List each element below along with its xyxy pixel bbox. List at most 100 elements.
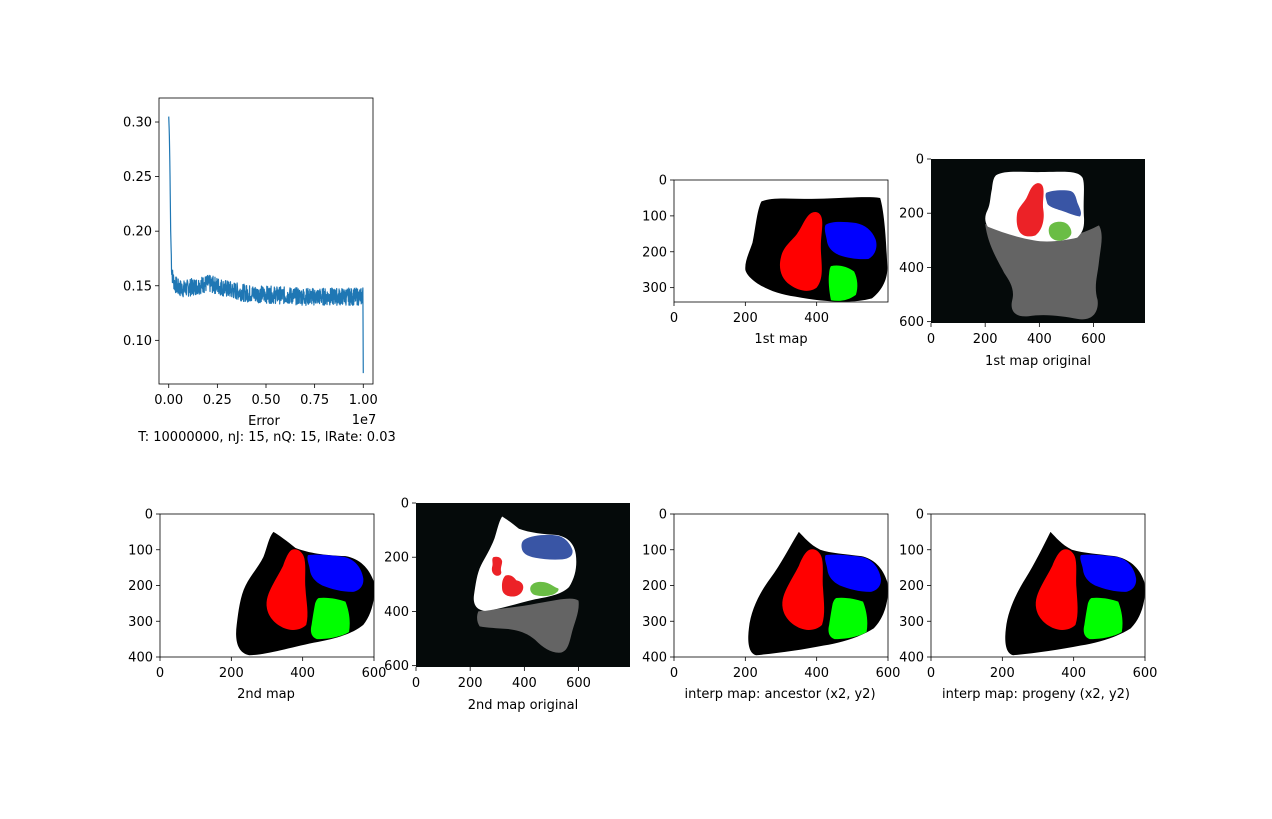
map-interp-ancestor: 0 200 400 600 0 100 200 300 400 interp map: ance… (642, 508, 900, 703)
map-1st-original-green (1048, 221, 1072, 241)
map-interp-ancestor-ytick-label: 300 (642, 615, 667, 630)
map-1st-green (828, 265, 858, 301)
error-xtick-label: 0.50 (252, 393, 281, 408)
map-2nd-xtick-label: 600 (362, 666, 387, 681)
map-interp-ancestor-xtick-label: 0 (670, 666, 678, 681)
map-interp-ancestor-axes: 0 200 400 600 0 100 200 300 400 (642, 508, 900, 682)
error-xtick-label: 0.25 (203, 393, 232, 408)
error-xtick-label: 0.00 (154, 393, 183, 408)
map-2nd-original-xtick-label: 0 (412, 676, 420, 691)
map-interp-progeny-blue (1080, 554, 1137, 592)
error-ytick-label: 0.20 (123, 225, 152, 240)
map-2nd-xtick-label: 0 (156, 666, 164, 681)
map-2nd-original-red-upper (491, 556, 503, 576)
map-2nd-original-ytick-label: 400 (384, 605, 409, 620)
map-interp-progeny-ytick-label: 300 (899, 615, 924, 630)
map-interp-progeny-green (1083, 597, 1123, 640)
map-interp-ancestor-xlabel: interp map: ancestor (x2, y2) (684, 687, 875, 702)
map-2nd-ytick-label: 300 (128, 615, 153, 630)
map-2nd: 0 200 400 600 0 100 200 300 400 2nd map (128, 508, 386, 703)
map-1st-ytick-label: 200 (642, 245, 667, 260)
map-interp-progeny-ytick-label: 200 (899, 579, 924, 594)
map-interp-ancestor-xtick-label: 400 (804, 666, 829, 681)
map-2nd-xtick-label: 200 (219, 666, 244, 681)
map-interp-ancestor-ytick-label: 0 (659, 508, 667, 523)
error-plot-frame (158, 97, 374, 385)
map-2nd-xtick-label: 400 (290, 666, 315, 681)
map-interp-ancestor-blue (825, 554, 881, 592)
map-1st-original-xlabel: 1st map original (985, 354, 1091, 369)
error-xlabel: Error (248, 414, 280, 429)
error-plot-axes: 0.00 0.25 0.50 0.75 1.00 0.10 0.15 0.20 0.25 0.30 (123, 116, 378, 408)
map-1st-original-ytick-label: 200 (899, 207, 924, 222)
error-ytick-label: 0.25 (123, 170, 152, 185)
map-2nd-image (236, 531, 374, 656)
error-xtick-label: 0.75 (300, 393, 329, 408)
map-2nd-original-xlabel: 2nd map original (468, 698, 579, 713)
map-interp-progeny-ytick-label: 0 (916, 508, 924, 523)
map-1st-axes: 0 200 400 0 100 200 300 (642, 174, 829, 327)
map-interp-progeny: 0 200 400 600 0 100 200 300 400 interp map: prog… (899, 508, 1157, 703)
map-interp-progeny-xtick-label: 400 (1061, 666, 1086, 681)
map-2nd-ytick-label: 0 (145, 508, 153, 523)
map-2nd-original-xtick-label: 200 (458, 676, 483, 691)
map-2nd-green (310, 597, 350, 640)
map-1st-xtick-label: 200 (733, 311, 758, 326)
map-1st-ytick-label: 0 (659, 174, 667, 189)
map-interp-progeny-xlabel: interp map: progeny (x2, y2) (942, 687, 1130, 702)
map-2nd-original-image (416, 503, 630, 667)
map-1st-ytick-label: 100 (642, 209, 667, 224)
map-1st-original-xtick-label: 200 (973, 332, 998, 347)
map-interp-ancestor-ytick-label: 400 (642, 651, 667, 666)
map-2nd-original-green (530, 581, 559, 597)
error-ytick-label: 0.15 (123, 279, 152, 294)
map-interp-ancestor-ytick-label: 100 (642, 543, 667, 558)
error-plot: 0.00 0.25 0.50 0.75 1.00 0.10 0.15 0.20 0.25 0.30… (123, 97, 396, 445)
map-2nd-original-blue (521, 534, 573, 560)
error-ytick-label: 0.10 (123, 334, 152, 349)
map-2nd-original-ytick-label: 200 (384, 551, 409, 566)
map-1st-ytick-label: 300 (642, 281, 667, 296)
map-interp-ancestor-ytick-label: 200 (642, 579, 667, 594)
map-2nd-original-red-lower (501, 575, 524, 597)
error-series-line (168, 116, 364, 374)
map-1st-red (779, 211, 823, 291)
map-2nd-red (266, 549, 308, 630)
error-x-offset-text: 1e7 (352, 413, 377, 428)
map-1st-original-red (1016, 183, 1044, 237)
map-1st-original-xtick-label: 0 (927, 332, 935, 347)
error-caption: T: 10000000, nJ: 15, nQ: 15, lRate: 0.03 (137, 430, 396, 445)
map-interp-ancestor-xtick-label: 600 (876, 666, 901, 681)
map-2nd-axes: 0 200 400 600 0 100 200 300 400 (128, 508, 386, 682)
error-ytick-label: 0.30 (123, 116, 152, 131)
map-1st-xtick-label: 400 (804, 311, 829, 326)
map-interp-progeny-xtick-label: 600 (1133, 666, 1158, 681)
map-interp-ancestor-xtick-label: 200 (733, 666, 758, 681)
map-interp-progeny-xtick-label: 200 (990, 666, 1015, 681)
map-interp-ancestor-image (748, 531, 888, 656)
map-2nd-original-xtick-label: 400 (512, 676, 537, 691)
map-interp-progeny-ytick-label: 400 (899, 651, 924, 666)
map-1st-blue (824, 221, 877, 260)
map-interp-progeny-xtick-label: 0 (927, 666, 935, 681)
map-1st: 0 200 400 0 100 200 300 1st map (642, 174, 889, 347)
map-1st-xlabel: 1st map (754, 332, 807, 347)
map-interp-progeny-image (1005, 531, 1145, 656)
map-2nd-original-ytick-label: 600 (384, 659, 409, 674)
map-2nd-ytick-label: 100 (128, 543, 153, 558)
map-1st-original-xtick-label: 600 (1081, 332, 1106, 347)
map-2nd-original-lower-body (477, 598, 579, 653)
map-1st-original-lower-body (985, 224, 1102, 320)
map-2nd-xlabel: 2nd map (237, 687, 295, 702)
map-1st-image (745, 197, 888, 302)
map-interp-progeny-red (1035, 549, 1078, 630)
map-2nd-blue (307, 554, 364, 592)
map-2nd-original-ytick-label: 0 (401, 497, 409, 512)
map-1st-xtick-label: 0 (670, 311, 678, 326)
map-1st-original-ytick-label: 400 (899, 261, 924, 276)
map-2nd-ytick-label: 400 (128, 651, 153, 666)
map-1st-original-ytick-label: 0 (916, 153, 924, 168)
